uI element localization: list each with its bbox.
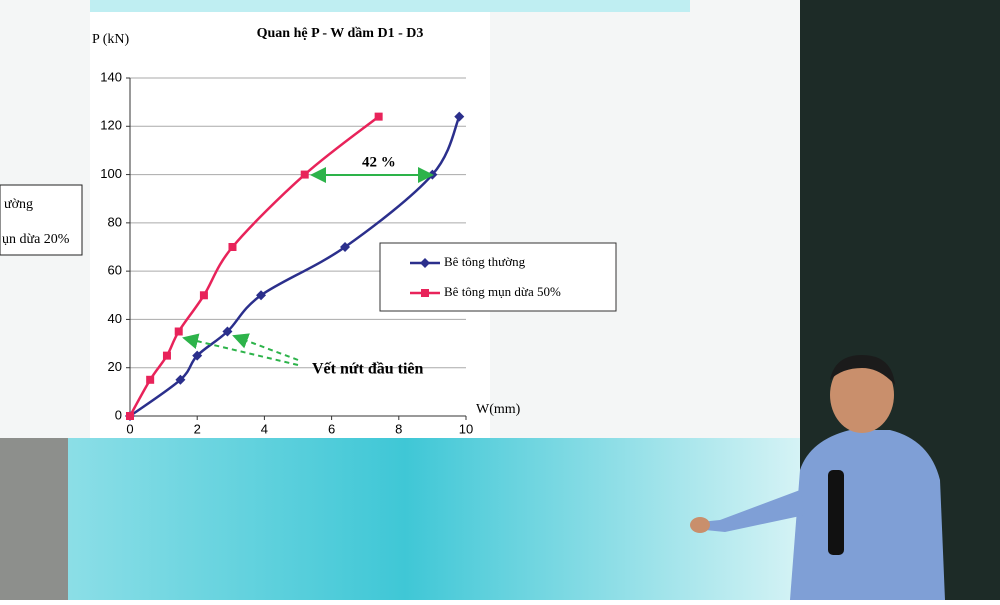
marker (192, 350, 203, 361)
marker (421, 289, 429, 297)
annotation: 42 % (362, 154, 396, 170)
x-axis-label: W(mm) (476, 402, 521, 417)
x-tick-label: 2 (194, 421, 201, 436)
marker (222, 326, 233, 337)
marker (454, 111, 465, 122)
legend-label: Bê tông thường (444, 254, 526, 269)
marker (162, 351, 171, 360)
marker (256, 290, 267, 301)
speaker (690, 355, 945, 600)
y-tick-label: 80 (108, 214, 122, 229)
y-tick-label: 40 (108, 311, 122, 326)
marker (420, 258, 430, 268)
y-tick-label: 20 (108, 359, 122, 374)
chart-title: Quan hệ P - W dầm D1 - D3 (257, 26, 424, 41)
legend-box (379, 242, 617, 312)
marker (175, 374, 186, 385)
y-tick-label: 0 (115, 407, 122, 422)
x-tick-label: 0 (126, 421, 133, 436)
y-tick-label: 60 (108, 263, 122, 278)
annotation-arrow (232, 333, 299, 361)
x-tick-label: 4 (261, 421, 268, 436)
y-tick-label: 140 (100, 69, 122, 84)
marker (199, 291, 208, 300)
x-tick-label: 8 (395, 421, 402, 436)
city-photo (0, 438, 68, 600)
marker (228, 243, 237, 251)
y-tick-label: 100 (100, 166, 122, 181)
marker (374, 112, 383, 121)
marker (174, 327, 183, 336)
old-legend (0, 184, 83, 256)
slide-band (0, 438, 810, 600)
chart-area (90, 12, 490, 438)
old-legend-text: ường (4, 197, 33, 212)
annotation-arrow (182, 333, 299, 366)
marker (340, 242, 351, 252)
marker (146, 375, 155, 384)
y-axis-label: P (kN) (92, 32, 130, 47)
x-tick-label: 6 (328, 421, 335, 436)
y-tick-label: 120 (100, 118, 122, 133)
marker (300, 170, 309, 179)
legend-label: Bê tông mụn dừa 50% (444, 284, 561, 299)
marker (126, 412, 134, 420)
slide-top (90, 0, 690, 12)
old-legend-text: ụn dừa 20% (2, 232, 70, 247)
annotation: Vết nứt đầu tiên (312, 361, 423, 378)
x-tick-label: 10 (459, 421, 473, 436)
